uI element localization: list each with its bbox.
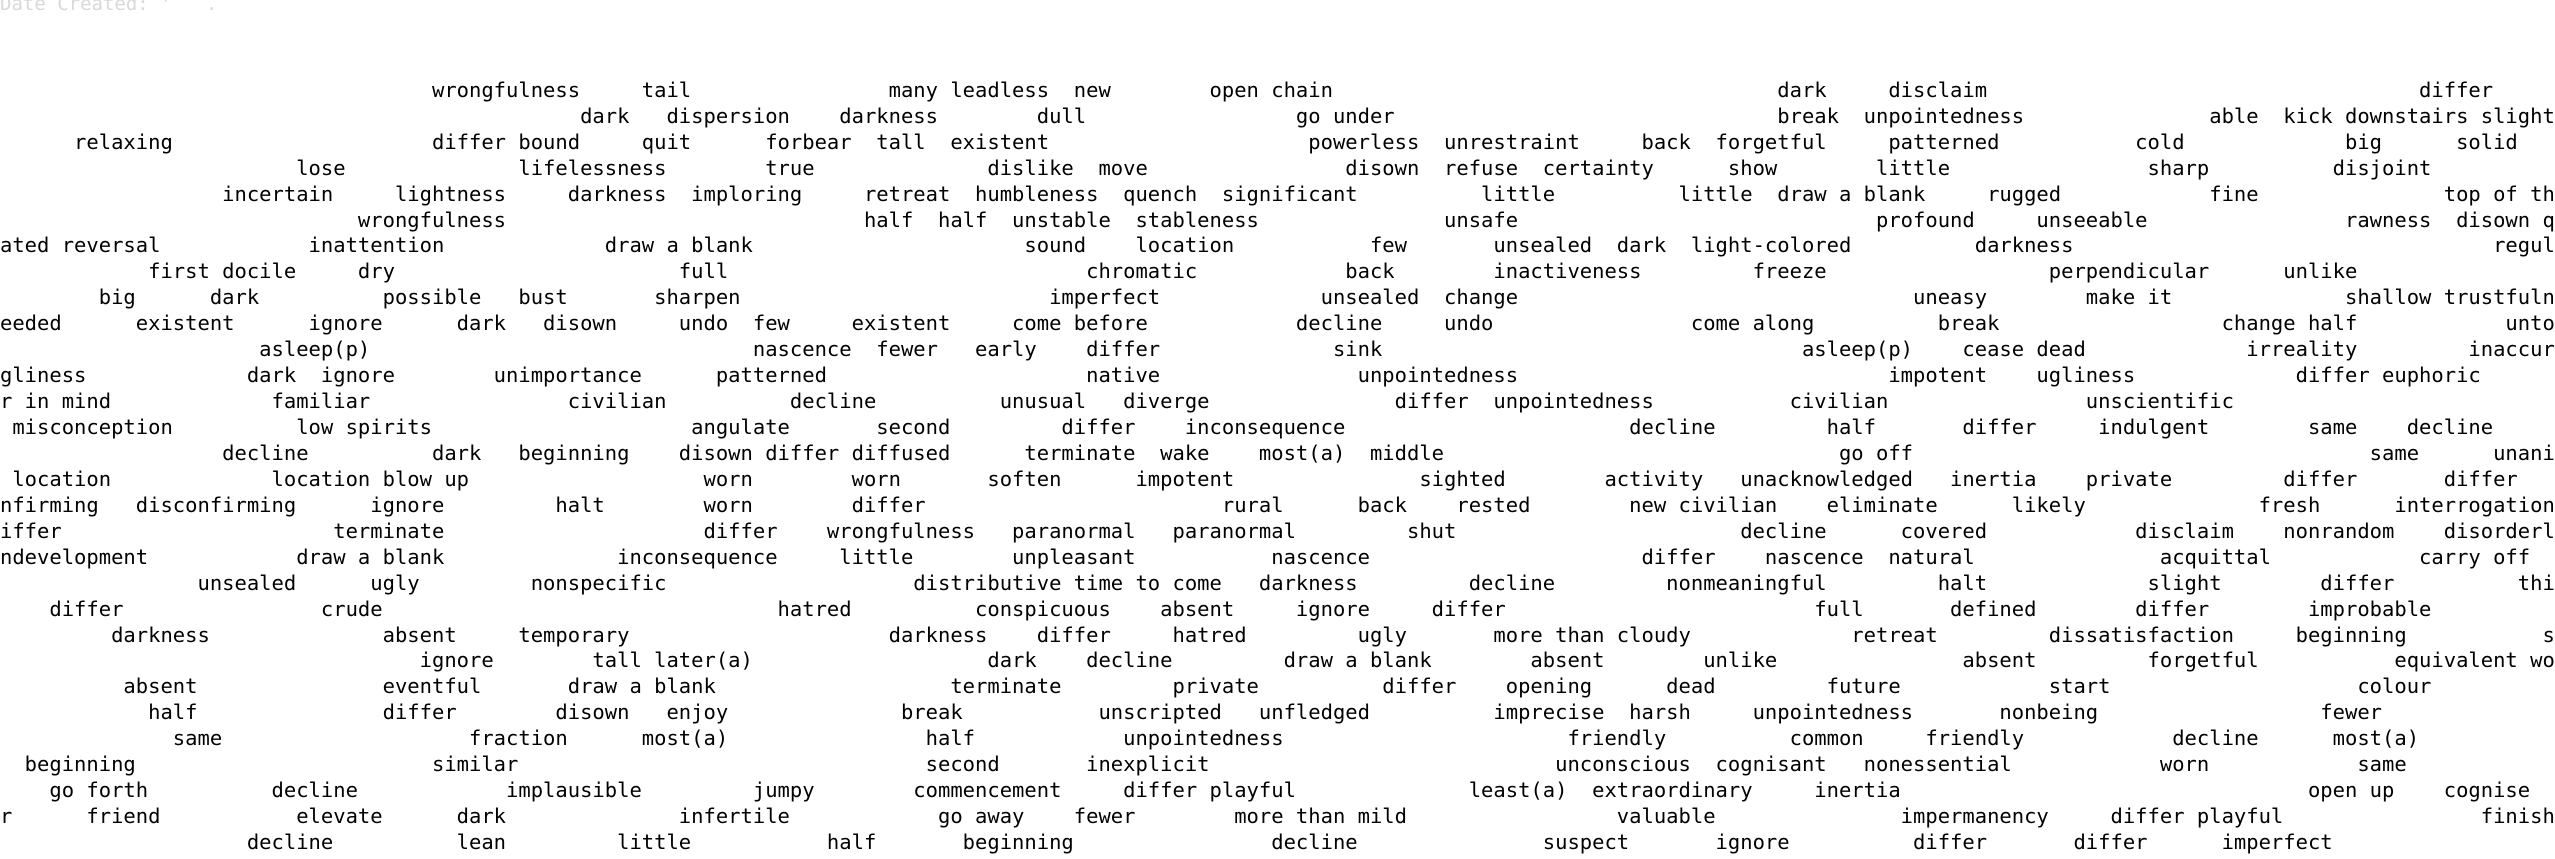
text-line: r friend elevate dark infertile go away … [0, 804, 2555, 829]
text-line: go forth decline implausible jumpy comme… [49, 778, 2531, 803]
text-line: asleep(p) nascence fewer early differ si… [259, 337, 2555, 362]
text-line: iffer terminate differ wrongfulness para… [0, 518, 2555, 543]
text-line: decline unpointedness unnaturalness diff… [0, 856, 2555, 859]
text-line: relaxing differ bound quit forbear tall … [74, 129, 2518, 154]
text-line: half differ disown enjoy break unscripte… [148, 700, 2383, 725]
text-line: decline dark beginning disown differ dif… [0, 440, 2555, 465]
text-line: incertain lightness darkness imploring r… [0, 181, 2555, 206]
text-line: eeded existent ignore dark disown undo f… [0, 311, 2555, 336]
text-line: wrongfulness half half unstable stablene… [357, 207, 2555, 232]
text-line: big dark possible bust sharpen imperfect… [0, 285, 2555, 310]
text-line: nfirming disconfirming ignore halt worn … [0, 492, 2555, 517]
text-line: wrongfulness tail many leadless new open… [0, 77, 2555, 102]
text-line: dark dispersion darkness dull go under b… [580, 103, 2555, 128]
text-line: absent eventful draw a blank terminate p… [123, 674, 2432, 699]
text-line: ndevelopment draw a blank inconsequence … [0, 544, 2531, 569]
text-line: darkness absent temporary darkness diffe… [111, 622, 2555, 647]
word-lines: wrongfulness tail many leadless new open… [0, 78, 2555, 859]
text-line: ignore tall later(a) dark decline draw a… [419, 648, 2555, 673]
text-line: decline lean little half beginning decli… [246, 830, 2333, 855]
text-line: gliness dark ignore unimportance pattern… [0, 363, 2481, 388]
text-line: lose lifelessness true dislike move diso… [0, 155, 2555, 180]
text-line: same fraction most(a) half unpointedness… [172, 726, 2420, 751]
text-line: unsealed ugly nonspecific distributive t… [197, 570, 2555, 595]
text-line: differ crude hatred conspicuous absent i… [49, 596, 2432, 621]
text-line: ated reversal inattention draw a blank s… [0, 233, 2555, 258]
text-line: r in mind familiar civilian decline unus… [0, 389, 2555, 414]
text-line: misconception low spirits angulate secon… [0, 415, 2494, 440]
text-line: first docile dry full chromatic back ina… [0, 259, 2555, 284]
text-line: location location blow up worn worn soft… [12, 466, 2518, 491]
text-line: beginning similar second inexplicit unco… [24, 752, 2407, 777]
faded-header: Date Created: ' . [0, 0, 218, 15]
